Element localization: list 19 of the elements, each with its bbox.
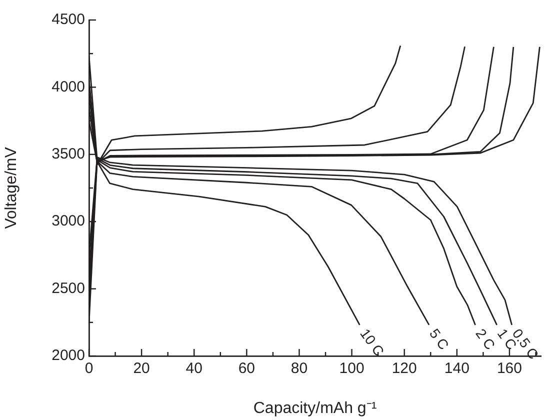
x-tick-label: 0 [84, 360, 94, 378]
text: 5 C [426, 326, 452, 353]
x-tick-label: 140 [444, 360, 470, 378]
x-axis-title: Capacity/mAh g⁻¹ [253, 400, 377, 417]
y-axis-title: Voltage/mV [3, 146, 20, 229]
x-tick-label: 120 [392, 360, 417, 378]
x-tick-label: 100 [339, 360, 364, 378]
x-tick-label: 60 [238, 360, 256, 378]
x-tick-label: 80 [290, 360, 308, 378]
x-tick-label: 40 [186, 360, 202, 378]
y-tick-label: 2500 [52, 280, 85, 297]
y-tick-label: 3500 [52, 146, 85, 163]
text: 2 C [472, 326, 499, 353]
y-tick-label: 2000 [52, 347, 85, 364]
y-tick-label: 4500 [52, 11, 85, 28]
x-tick-label: 160 [496, 360, 522, 378]
x-tick-label: 20 [133, 360, 150, 378]
y-tick-label: 4000 [52, 78, 85, 96]
y-tick-label: 3000 [52, 212, 85, 230]
